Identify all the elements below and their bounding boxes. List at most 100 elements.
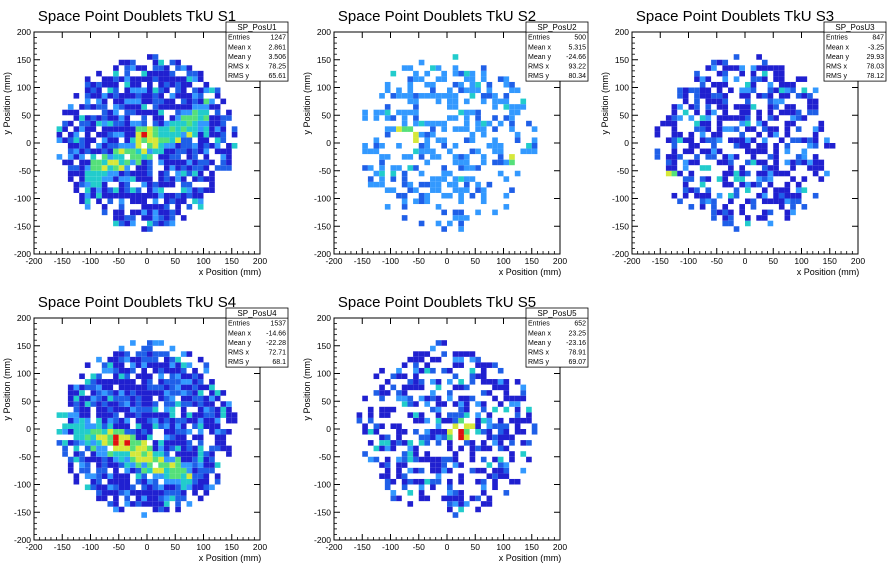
heatmap-bin	[73, 131, 80, 138]
heatmap-bin	[745, 148, 751, 155]
heatmap-bin	[175, 126, 181, 132]
heatmap-bin	[694, 154, 700, 160]
heatmap-bin	[463, 181, 470, 188]
heatmap-bin	[197, 159, 204, 166]
heatmap-bin	[147, 451, 153, 457]
heatmap-bin	[175, 367, 181, 374]
heatmap-bin	[79, 126, 85, 132]
heatmap-bin	[203, 401, 210, 407]
heatmap-bin	[84, 76, 91, 82]
heatmap-bin	[778, 192, 785, 199]
heatmap-bin	[728, 165, 734, 171]
heatmap-bin	[152, 440, 159, 446]
heatmap-bin	[209, 187, 215, 193]
heatmap-bin	[677, 137, 683, 143]
heatmap-bin	[79, 429, 85, 435]
heatmap-bin	[152, 423, 159, 429]
heatmap-bin	[435, 379, 442, 385]
heatmap-bin	[526, 406, 532, 413]
heatmap-bin	[226, 165, 232, 171]
heatmap-bin	[401, 390, 408, 396]
heatmap-bin	[192, 76, 198, 82]
heatmap-bin	[356, 417, 363, 424]
heatmap-bin	[665, 115, 672, 121]
heatmap-bin	[497, 401, 504, 407]
heatmap-bin	[107, 187, 114, 193]
heatmap-bin	[379, 176, 385, 182]
heatmap-bin	[407, 379, 414, 385]
heatmap-bin	[113, 143, 119, 149]
heatmap-bin	[130, 109, 136, 116]
heatmap-bin	[220, 98, 227, 105]
heatmap-bin	[492, 423, 498, 429]
heatmap-bin	[469, 379, 476, 385]
heatmap-bin	[413, 456, 419, 463]
heatmap-bin	[824, 170, 830, 177]
heatmap-bin	[130, 462, 136, 468]
heatmap-bin	[226, 412, 232, 418]
heatmap-bin	[124, 384, 131, 391]
heatmap-bin	[96, 406, 102, 413]
heatmap-bin	[447, 367, 453, 374]
heatmap-bin	[180, 93, 187, 99]
heatmap-bin	[699, 81, 706, 88]
heatmap-bin	[197, 440, 204, 446]
heatmap-bin	[192, 131, 198, 138]
heatmap-bin	[401, 176, 408, 182]
heatmap-bin	[130, 467, 136, 474]
x-tick-label: 0	[145, 542, 150, 552]
heatmap-bin	[107, 81, 114, 88]
heatmap-bin	[124, 478, 131, 485]
heatmap-bin	[96, 356, 102, 363]
heatmap-bin	[452, 356, 459, 363]
y-tick-label: 0	[326, 138, 331, 148]
y-axis-title: y Position (mm)	[302, 358, 312, 421]
heatmap-bin	[435, 204, 442, 210]
heatmap-bin	[175, 356, 181, 363]
heatmap-bin	[671, 148, 678, 155]
heatmap-bin	[705, 76, 712, 82]
heatmap-bin	[118, 423, 125, 429]
heatmap-bin	[180, 362, 187, 368]
heatmap-bin	[209, 423, 215, 429]
heatmap-bin	[113, 131, 119, 138]
heatmap-bin	[390, 187, 397, 193]
heatmap-bin	[124, 87, 131, 94]
heatmap-bin	[424, 451, 431, 457]
heatmap-bin	[480, 379, 487, 385]
heatmap-bin	[84, 440, 91, 446]
heatmap-bin	[84, 87, 91, 94]
heatmap-bin	[733, 192, 740, 199]
heatmap-bin	[197, 187, 204, 193]
y-axis-title: y Position (mm)	[2, 72, 12, 135]
heatmap-bin	[447, 440, 453, 446]
heatmap-bin	[463, 159, 470, 166]
heatmap-bin	[379, 143, 385, 149]
heatmap-bin	[152, 198, 159, 205]
heatmap-bin	[739, 115, 745, 121]
y-tick-label: -100	[14, 480, 31, 490]
heatmap-bin	[756, 54, 762, 60]
heatmap-bin	[486, 143, 493, 149]
heatmap-bin	[101, 137, 108, 143]
heatmap-bin	[141, 76, 147, 82]
heatmap-bin	[107, 198, 114, 205]
heatmap-bin	[441, 209, 447, 216]
heatmap-bin	[722, 220, 729, 227]
heatmap-bin	[401, 462, 408, 468]
heatmap-bin	[90, 159, 97, 166]
heatmap-bin	[158, 373, 164, 380]
heatmap-bin	[158, 176, 164, 182]
heatmap-bin	[180, 395, 187, 402]
heatmap-bin	[733, 226, 740, 232]
heatmap-bin	[750, 81, 757, 88]
heatmap-bin	[503, 192, 510, 199]
heatmap-bin	[209, 115, 215, 121]
heatmap-bin	[699, 165, 706, 171]
heatmap-bin	[169, 131, 176, 138]
heatmap-bin	[135, 445, 142, 452]
heatmap-bin	[163, 501, 170, 507]
heatmap-bin	[135, 362, 142, 368]
heatmap-bin	[688, 87, 695, 94]
heatmap-bin	[384, 131, 391, 138]
